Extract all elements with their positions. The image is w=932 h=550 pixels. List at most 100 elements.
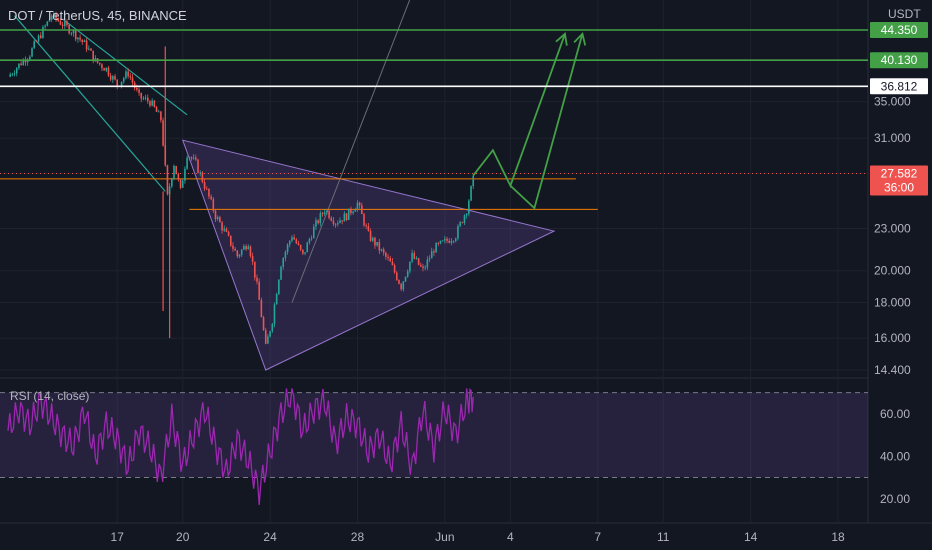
chart-title: DOT / TetherUS, 45, BINANCE [8,8,187,23]
y-tick-label: 20.000 [874,264,911,278]
candle-body [101,64,103,69]
candle-body [103,68,105,71]
candle-body [437,243,440,244]
candle-body [29,56,31,60]
candle-body [208,188,210,197]
candle-body [155,106,158,112]
main-pane[interactable] [0,0,868,378]
candle-body [105,67,108,71]
candle-body [131,77,134,83]
candle-body [162,120,164,146]
candle-body [197,159,199,173]
candle-body [190,157,193,159]
candle-body [203,182,206,189]
candle-body [389,258,392,262]
candle-body [175,165,177,175]
candle-body [262,317,265,330]
candle-body [173,165,175,179]
candle-body [411,252,413,262]
candle-body [20,63,22,66]
candle-body [371,237,374,241]
candle-body [450,241,453,243]
level-badge [870,52,928,69]
candle-body [406,271,409,277]
rsi-tick-label: 40.00 [880,449,910,463]
candle-body [422,266,424,269]
candle-body [454,238,457,241]
candle-body [186,157,188,169]
candle-body [238,254,241,257]
candle-body [319,213,322,224]
candle-body [367,226,370,231]
currency-label: USDT [888,7,921,21]
candle-body [472,175,475,187]
candle-body [435,243,437,253]
candle-body [378,241,381,251]
candle-body [151,100,153,106]
candle-body [291,237,293,241]
candle-body [465,213,468,216]
descending-trendline [14,15,166,192]
candle-body [433,251,435,253]
candle-body [420,264,422,267]
candle-body [98,62,101,65]
candle-body [85,40,88,50]
candle-body [352,211,354,214]
y-tick-label: 14.400 [874,363,911,377]
candle-body [39,35,42,38]
forecast-arrowhead [555,32,568,46]
candle-body [282,258,285,267]
candle-body [164,145,167,166]
y-tick-label: 16.000 [874,331,911,345]
candle-body [387,256,389,259]
candle-body [247,246,250,250]
candle-body [92,50,94,62]
candle-body [341,220,343,222]
candle-body [444,238,446,241]
candle-body [160,111,162,121]
rsi-tick-label: 20.00 [880,492,910,506]
candle-body [83,40,86,42]
candle-body [229,235,232,246]
descending-trendline [62,18,188,116]
candle-body [70,33,73,35]
rsi-band [0,392,868,478]
candle-body [114,76,116,80]
candle-body [205,188,208,190]
candle-body [199,172,202,174]
candle-body [234,248,236,251]
candle-body [63,21,66,27]
candle-body [153,100,156,107]
candle-body [361,205,363,215]
candle-body [188,157,191,159]
candle-body [278,279,280,294]
candle-body [354,209,357,212]
y-tick-label: 23.000 [874,221,911,235]
candle-body [452,240,455,242]
candle-body [448,240,451,243]
candle-body [404,276,407,282]
candle-body [88,48,90,50]
level-badge [870,165,928,196]
candles [9,11,475,345]
candle-body [251,256,254,262]
candle-body [214,210,217,220]
candle-body [424,267,426,269]
candle-body [9,74,11,77]
candle-body [417,258,420,265]
x-tick-label: 14 [744,530,758,544]
candle-body [356,202,359,210]
candle-body [258,281,260,300]
candle-body [299,244,302,250]
forecast-path [509,33,584,210]
candle-body [321,213,324,215]
candle-body [446,238,448,241]
candle-body [245,245,247,250]
candle-body [181,180,184,188]
candle-body [280,266,282,280]
candle-body [385,252,387,257]
x-tick-label: 18 [831,530,845,544]
candle-body [415,258,418,259]
candle-body [116,79,119,87]
